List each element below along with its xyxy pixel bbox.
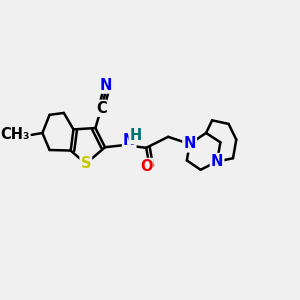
Text: O: O bbox=[140, 159, 152, 174]
Text: N: N bbox=[100, 78, 112, 93]
Text: N: N bbox=[211, 154, 223, 169]
Text: C: C bbox=[96, 101, 106, 116]
Text: S: S bbox=[81, 156, 91, 171]
Text: CH₃: CH₃ bbox=[0, 128, 29, 142]
Text: H: H bbox=[130, 128, 142, 143]
Text: N: N bbox=[123, 133, 135, 148]
Text: N: N bbox=[183, 136, 196, 152]
